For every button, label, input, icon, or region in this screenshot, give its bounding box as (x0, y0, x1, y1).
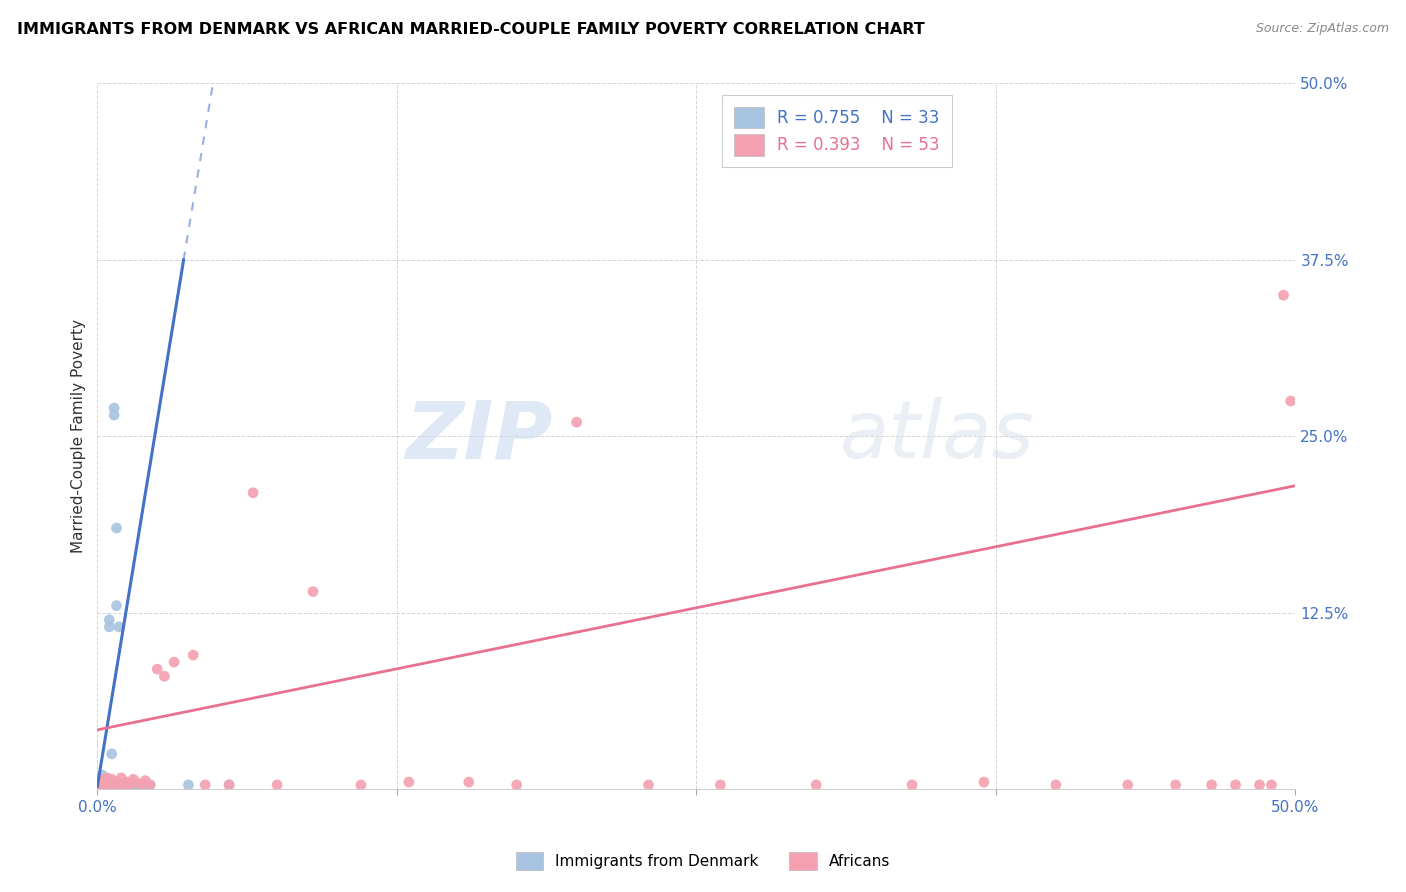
Point (117, 778, 139, 792)
Point (91, 778, 114, 792)
Point (146, 662, 169, 676)
Point (98, 780, 121, 795)
Point (1045, 778, 1067, 792)
Point (96, 778, 118, 792)
Point (103, 778, 125, 792)
Point (110, 778, 132, 792)
Point (973, 775, 995, 789)
Point (112, 778, 135, 792)
Point (96, 771, 118, 785)
Point (115, 778, 138, 792)
Point (457, 775, 479, 789)
Point (901, 778, 924, 792)
Point (112, 778, 135, 792)
Point (709, 778, 731, 792)
Point (93, 780, 115, 795)
Point (1260, 778, 1282, 792)
Point (105, 521, 128, 535)
Text: Source: ZipAtlas.com: Source: ZipAtlas.com (1256, 22, 1389, 36)
Point (91, 778, 114, 792)
Point (194, 778, 217, 792)
Point (100, 772, 122, 787)
Y-axis label: Married-Couple Family Poverty: Married-Couple Family Poverty (72, 319, 86, 553)
Point (218, 778, 240, 792)
Point (637, 778, 659, 792)
Point (129, 778, 152, 792)
Point (96, 778, 118, 792)
Text: IMMIGRANTS FROM DENMARK VS AFRICAN MARRIED-COUPLE FAMILY POVERTY CORRELATION CHA: IMMIGRANTS FROM DENMARK VS AFRICAN MARRI… (17, 22, 925, 37)
Point (89, 780, 111, 795)
Point (565, 415, 588, 429)
Point (1201, 778, 1223, 792)
Point (89, 778, 111, 792)
Point (177, 778, 200, 792)
Point (100, 747, 122, 761)
Point (1272, 288, 1295, 302)
Point (350, 778, 373, 792)
Point (134, 773, 156, 788)
Point (125, 778, 148, 792)
Point (103, 408, 125, 422)
Point (108, 778, 131, 792)
Point (89, 778, 111, 792)
Point (139, 778, 162, 792)
Point (98, 620, 121, 634)
Point (163, 655, 186, 669)
Point (218, 778, 240, 792)
Point (117, 778, 139, 792)
Point (122, 772, 145, 787)
Point (100, 778, 122, 792)
Text: atlas: atlas (841, 397, 1035, 475)
Point (139, 778, 162, 792)
Point (89, 772, 111, 787)
Point (1279, 394, 1302, 409)
Point (134, 778, 156, 792)
Point (153, 669, 176, 683)
Point (93, 778, 115, 792)
Point (91, 780, 114, 795)
Point (302, 584, 325, 599)
Point (108, 620, 131, 634)
Point (87, 780, 110, 795)
Point (806, 778, 828, 792)
Point (1249, 778, 1271, 792)
Point (90, 780, 112, 794)
Point (266, 778, 288, 792)
Point (91, 768, 114, 782)
Point (89, 780, 111, 794)
Point (93, 772, 115, 787)
Point (103, 775, 125, 789)
Point (98, 773, 121, 788)
Point (98, 778, 121, 792)
Point (1164, 778, 1187, 792)
Point (93, 775, 115, 789)
Point (115, 775, 138, 789)
Point (1225, 778, 1247, 792)
Point (91, 775, 114, 789)
Legend: R = 0.755    N = 33, R = 0.393    N = 53: R = 0.755 N = 33, R = 0.393 N = 53 (723, 95, 952, 168)
Point (103, 401, 125, 415)
Point (1116, 778, 1139, 792)
Point (105, 599, 128, 613)
Point (105, 775, 128, 789)
Point (91, 773, 114, 788)
Text: ZIP: ZIP (405, 397, 553, 475)
Point (505, 778, 527, 792)
Point (181, 648, 204, 662)
Legend: Immigrants from Denmark, Africans: Immigrants from Denmark, Africans (508, 845, 898, 877)
Point (129, 778, 152, 792)
Point (242, 485, 264, 500)
Point (122, 778, 145, 792)
Point (398, 775, 420, 789)
Point (98, 613, 121, 627)
Point (125, 775, 148, 789)
Point (93, 780, 115, 794)
Point (110, 771, 132, 785)
